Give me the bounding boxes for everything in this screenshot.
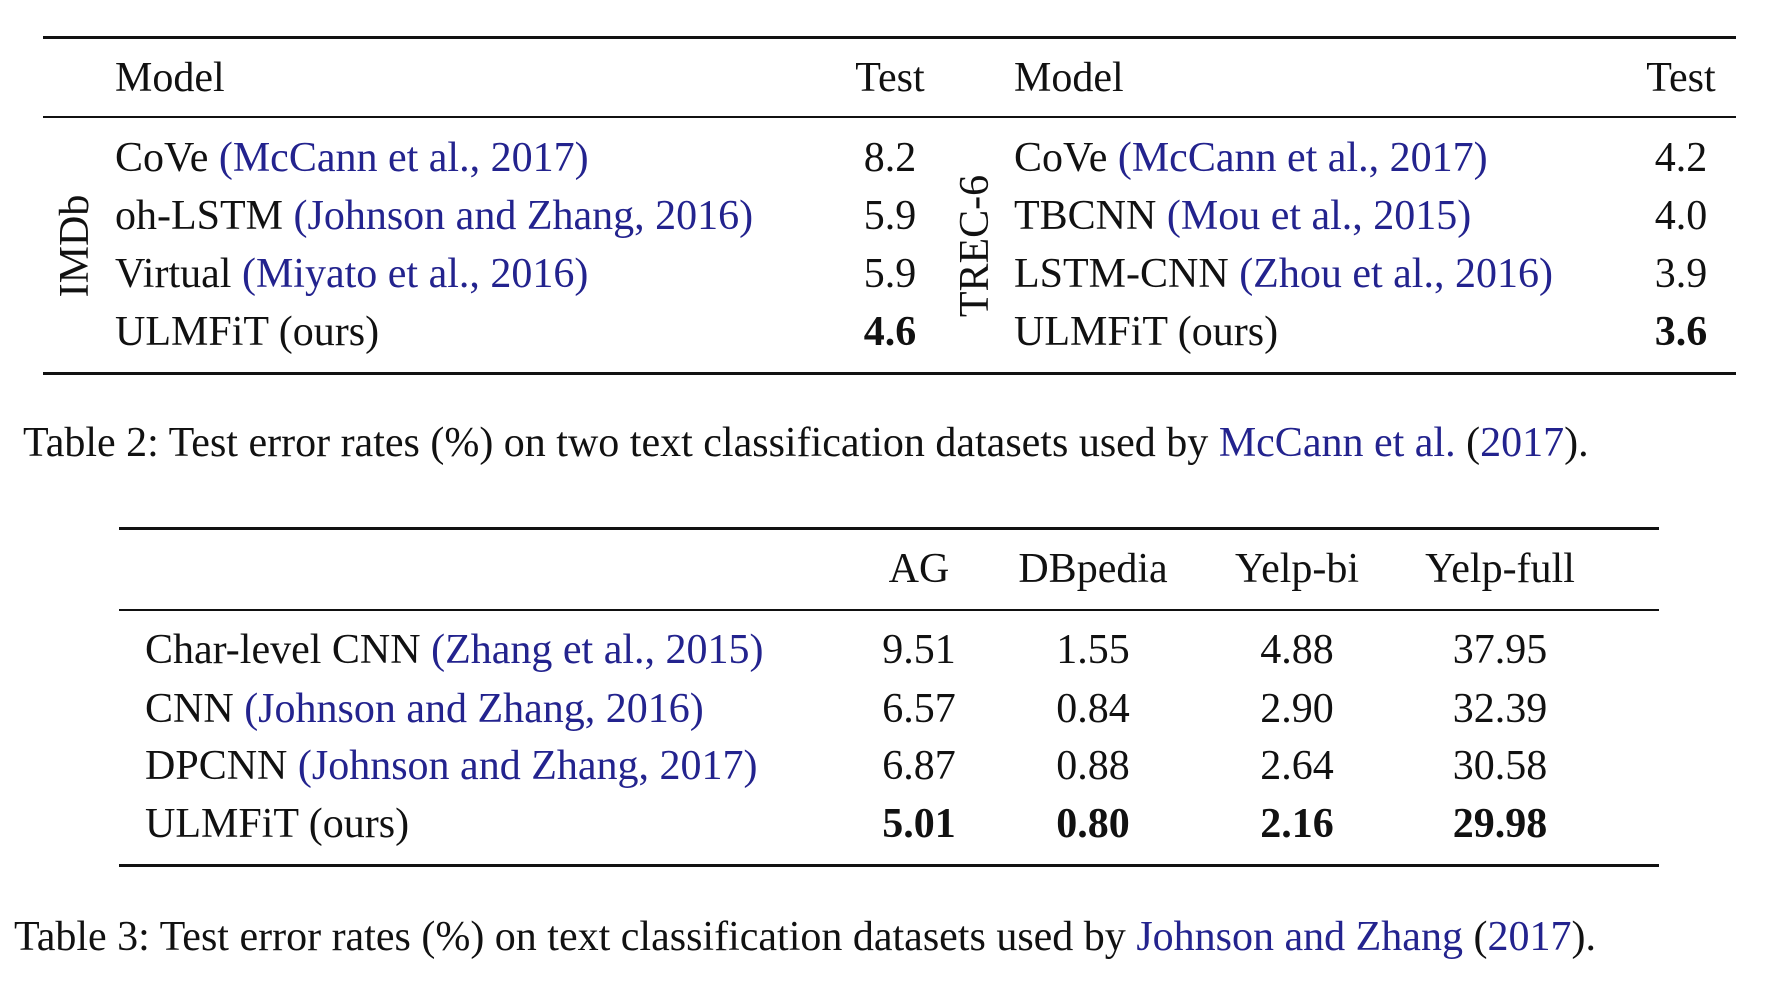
citation: Johnson and Zhang <box>1136 914 1463 960</box>
bottom-rule <box>119 864 1659 867</box>
cell-value: 0.88 <box>1056 743 1130 789</box>
model-name: TBCNN <box>1014 193 1157 239</box>
header: DBpedia <box>1018 546 1168 592</box>
model-cell: TBCNN (Mou et al., 2015) <box>1014 195 1471 237</box>
model-cell: ULMFiT (ours) <box>1014 311 1278 353</box>
caption-text: Table 3: Test error rates (%) on text cl… <box>14 914 1137 960</box>
cell-value: 6.57 <box>882 686 956 732</box>
header: AG <box>888 546 950 592</box>
mid-rule <box>119 609 1659 611</box>
cell-value: 32.39 <box>1452 686 1548 732</box>
header: Model <box>1014 55 1124 101</box>
caption-text: Table 2: Test error rates (%) on two tex… <box>23 420 1219 466</box>
model-name: DPCNN <box>145 743 288 789</box>
cell-value: 37.95 <box>1452 627 1548 673</box>
test-value: 3.6 <box>1654 309 1708 355</box>
caption-text: ( <box>1462 914 1488 960</box>
dataset-label: TREC-6 <box>952 174 998 318</box>
model-name: ULMFiT (ours) <box>115 309 380 355</box>
model-name: CoVe <box>115 135 209 181</box>
test-value: 3.9 <box>1654 251 1708 297</box>
caption: Table 2: Test error rates (%) on two tex… <box>23 422 1589 464</box>
citation: (McCann et al., 2017) <box>218 135 589 181</box>
model-name: LSTM-CNN <box>1014 251 1229 297</box>
model-name: ULMFiT (ours) <box>145 801 410 847</box>
model-name: CNN <box>145 686 234 732</box>
model-cell: CNN (Johnson and Zhang, 2016) <box>145 688 704 730</box>
top-rule <box>43 36 1736 39</box>
cell-value: 30.58 <box>1452 743 1548 789</box>
model-cell: ULMFiT (ours) <box>115 311 379 353</box>
citation: (Zhang et al., 2015) <box>431 627 764 673</box>
test-value: 4.2 <box>1654 135 1708 181</box>
caption-text: ( <box>1455 420 1481 466</box>
model-name: CoVe <box>1014 135 1108 181</box>
test-value: 4.6 <box>863 309 917 355</box>
cell-value: 2.16 <box>1260 801 1334 847</box>
test-value: 5.9 <box>863 193 917 239</box>
model-cell: LSTM-CNN (Zhou et al., 2016) <box>1014 253 1553 295</box>
test-value: 8.2 <box>863 135 917 181</box>
mid-rule <box>43 116 1736 118</box>
citation: (Johnson and Zhang, 2016) <box>244 686 704 732</box>
cell-value: 9.51 <box>882 627 956 673</box>
header: Yelp-full <box>1425 546 1575 592</box>
cell-value: 1.55 <box>1056 627 1130 673</box>
cell-value: 6.87 <box>882 743 956 789</box>
bottom-rule <box>43 372 1736 375</box>
cell-value: 2.90 <box>1260 686 1334 732</box>
citation: (Zhou et al., 2016) <box>1239 251 1553 297</box>
citation: (Johnson and Zhang, 2017) <box>297 743 758 789</box>
model-cell: Virtual (Miyato et al., 2016) <box>115 253 588 295</box>
model-cell: oh-LSTM (Johnson and Zhang, 2016) <box>115 195 753 237</box>
dataset-label: IMDb <box>52 194 98 298</box>
caption-text: ). <box>1571 914 1596 960</box>
model-cell: CoVe (McCann et al., 2017) <box>115 137 589 179</box>
citation: McCann et al. <box>1218 420 1456 466</box>
cell-value: 0.80 <box>1056 801 1130 847</box>
model-cell: ULMFiT (ours) <box>145 803 409 845</box>
caption-text: ). <box>1564 420 1589 466</box>
model-cell: DPCNN (Johnson and Zhang, 2017) <box>145 745 757 787</box>
test-value: 5.9 <box>863 251 917 297</box>
cell-value: 5.01 <box>882 801 956 847</box>
cell-value: 4.88 <box>1260 627 1334 673</box>
model-cell: CoVe (McCann et al., 2017) <box>1014 137 1488 179</box>
citation: (Johnson and Zhang, 2016) <box>293 193 754 239</box>
top-rule <box>119 527 1659 530</box>
header: Test <box>855 55 925 101</box>
model-cell: Char-level CNN (Zhang et al., 2015) <box>145 629 763 671</box>
citation: (Miyato et al., 2016) <box>241 251 589 297</box>
cell-value: 29.98 <box>1452 801 1548 847</box>
citation: (Mou et al., 2015) <box>1166 193 1472 239</box>
cell-value: 2.64 <box>1260 743 1334 789</box>
test-value: 4.0 <box>1654 193 1708 239</box>
caption: Table 3: Test error rates (%) on text cl… <box>14 916 1596 958</box>
model-name: Virtual <box>115 251 232 297</box>
model-name: oh-LSTM <box>115 193 283 239</box>
model-name: ULMFiT (ours) <box>1014 309 1279 355</box>
header: Yelp-bi <box>1234 546 1360 592</box>
model-name: Char-level CNN <box>145 627 421 673</box>
header: Model <box>115 55 225 101</box>
citation: 2017 <box>1487 914 1572 960</box>
citation: 2017 <box>1480 420 1565 466</box>
citation: (McCann et al., 2017) <box>1117 135 1488 181</box>
cell-value: 0.84 <box>1056 686 1130 732</box>
header: Test <box>1646 55 1716 101</box>
